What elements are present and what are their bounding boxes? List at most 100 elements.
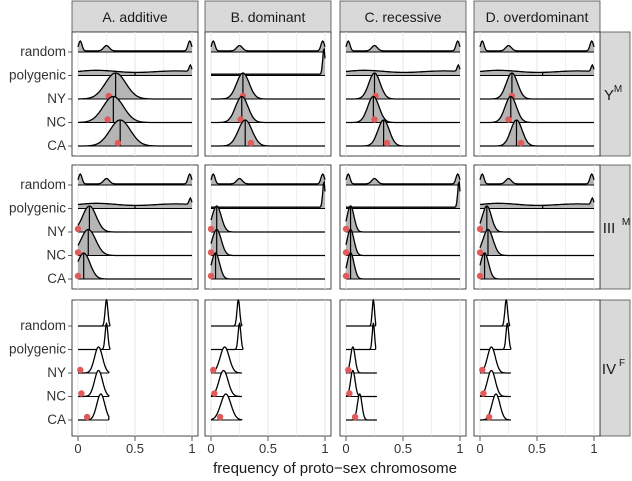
- ridge-curve-ny: [78, 72, 192, 100]
- x-tick-label: 1: [188, 441, 195, 456]
- ridge-fill-random: [480, 174, 594, 185]
- ridge-fill-ny: [480, 73, 594, 99]
- x-tick-label: 0: [207, 441, 214, 456]
- ridge-label-ca: CA: [47, 412, 66, 427]
- ridge-curve-ny: [210, 346, 242, 374]
- ridge-fill-ny: [346, 347, 377, 373]
- observed-point-ny: [479, 366, 486, 374]
- ridge-curve-nc: [77, 228, 192, 257]
- ridge-curve-ca: [480, 119, 594, 147]
- observed-point-nc: [476, 249, 484, 256]
- ridge-curve-nc: [345, 369, 377, 398]
- ridge-fill-nc: [346, 370, 377, 397]
- ridge-fill-ca: [480, 120, 594, 146]
- ridge-label-nc: NC: [47, 389, 67, 404]
- observed-point-ny: [210, 366, 217, 374]
- ridge-curve-ny: [346, 72, 460, 100]
- ridge-curve-polygenic: [345, 63, 461, 74]
- ridge-curve-random: [211, 299, 243, 327]
- ridge-label-nc: NC: [47, 115, 67, 130]
- observed-point-ca: [114, 139, 122, 147]
- ridge-curve-random: [345, 40, 461, 52]
- ridge-fill-random: [211, 174, 325, 185]
- ridge-curve-ny: [480, 72, 594, 100]
- panel-2-d-overdominant: [473, 299, 601, 437]
- observed-point-ca: [216, 413, 224, 421]
- ridge-curve-random: [479, 173, 595, 185]
- observed-point-ca: [351, 413, 359, 421]
- observed-point-ca: [485, 413, 493, 421]
- observed-point-ny: [77, 366, 84, 374]
- x-axis-title: frequency of proto−sex chromosome: [213, 460, 457, 477]
- row-strip: [599, 31, 631, 157]
- observed-point-nc: [207, 249, 215, 256]
- ridge-curve-ca: [479, 252, 594, 280]
- observed-point-ca: [74, 272, 82, 280]
- observed-point-ca: [83, 413, 91, 421]
- row-label: IV: [602, 361, 616, 378]
- x-tick-label: 0.5: [394, 441, 412, 456]
- ridge-fill-nc: [78, 229, 192, 256]
- ridge-curve-ca: [210, 393, 243, 421]
- ridge-fill-random: [211, 41, 325, 52]
- ridge-curve-polygenic: [211, 47, 326, 75]
- ridge-curve-random: [346, 298, 377, 327]
- observed-point-ny: [345, 366, 352, 374]
- ridge-fill-nc: [211, 370, 242, 397]
- ridge-curve-random: [77, 40, 193, 52]
- ridge-curve-nc: [479, 369, 511, 398]
- ridge-curve-polygenic: [346, 180, 461, 208]
- ridge-curve-random: [210, 40, 326, 52]
- ridge-curve-ca: [78, 393, 110, 421]
- observed-point-ca: [383, 139, 391, 147]
- panel-0-c-recessive: [339, 31, 467, 157]
- ridge-fill-nc: [346, 96, 460, 123]
- ridge-fill-random: [346, 300, 376, 326]
- ridge-fill-ny: [480, 206, 594, 232]
- ridge-fill-ca: [480, 253, 594, 279]
- column-label: D. overdominant: [486, 9, 589, 25]
- ridge-fill-polygenic: [78, 65, 192, 76]
- ridge-curve-nc: [345, 228, 460, 257]
- observed-point-ca: [476, 272, 484, 280]
- row-label-superscript: M: [614, 84, 622, 95]
- ridge-fill-ny: [78, 73, 192, 99]
- row-label: III: [603, 220, 616, 237]
- ridge-label-polygenic: polygenic: [9, 68, 66, 83]
- panel-2-a-additive: [71, 298, 199, 437]
- observed-point-nc: [371, 116, 378, 123]
- observed-point-ny: [207, 225, 215, 233]
- ridge-label-random: random: [20, 318, 66, 333]
- x-tick-label: 0.5: [259, 441, 277, 456]
- ridge-fill-random: [78, 41, 192, 52]
- ridge-fill-random: [78, 174, 192, 185]
- observed-point-nc: [346, 390, 353, 397]
- ridge-curve-nc: [480, 95, 594, 124]
- ridge-curve-nc: [210, 228, 325, 257]
- ridge-label-ca: CA: [47, 271, 66, 286]
- ridge-label-ny: NY: [47, 365, 66, 380]
- ridge-fill-ca: [78, 253, 192, 279]
- panel-1-a-additive: [71, 164, 199, 290]
- ridge-curve-ca: [78, 119, 192, 147]
- ridge-curve-ca: [345, 252, 460, 280]
- column-strip-c-recessive: [339, 0, 467, 33]
- ridge-curve-ca: [210, 252, 325, 280]
- ridge-curve-ca: [77, 252, 192, 280]
- panel-1-c-recessive: [339, 164, 467, 290]
- ridge-fill-nc: [211, 96, 325, 123]
- ridge-curve-random: [479, 40, 595, 52]
- panel-2-c-recessive: [339, 298, 467, 437]
- ridge-curve-nc: [78, 95, 192, 124]
- ridge-fill-ca: [346, 394, 377, 420]
- observed-point-nc: [480, 390, 487, 397]
- panel-0-a-additive: [71, 31, 199, 157]
- ridge-label-polygenic: polygenic: [9, 342, 66, 357]
- x-tick-label: 0: [476, 441, 483, 456]
- observed-point-ny: [476, 225, 484, 233]
- x-tick-label: 1: [321, 441, 328, 456]
- ridge-curve-ca: [346, 393, 377, 421]
- ridge-curve-polygenic: [479, 196, 595, 207]
- ridge-label-random: random: [20, 44, 66, 59]
- ridge-label-random: random: [20, 177, 66, 192]
